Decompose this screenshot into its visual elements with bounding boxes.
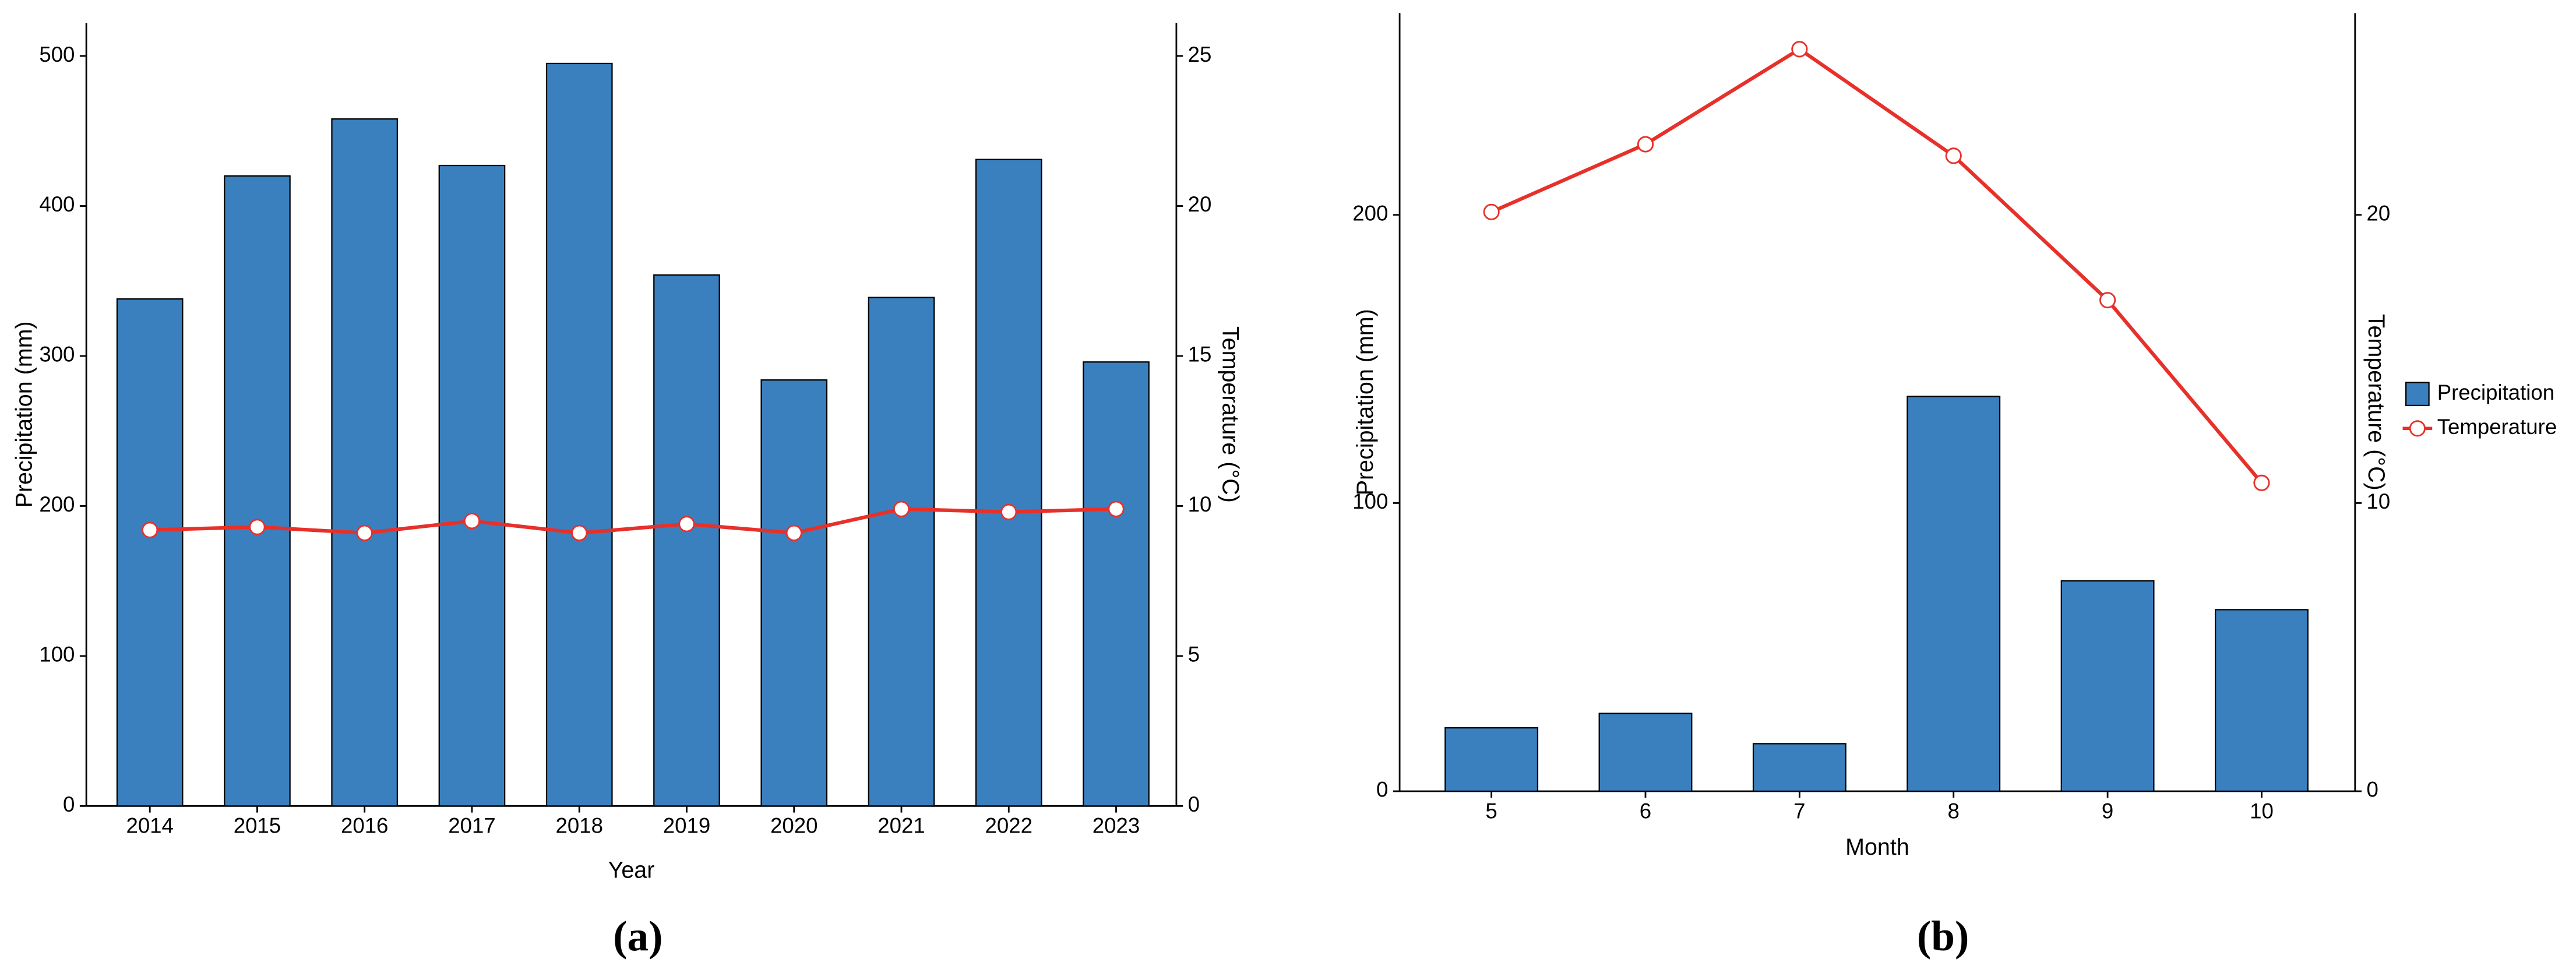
- y2-tick-label: 10: [1188, 492, 1212, 516]
- point: [1637, 136, 1654, 153]
- x-tick-label: 2015: [234, 814, 281, 838]
- x-tick-label: 2016: [341, 814, 388, 838]
- point: [571, 524, 588, 541]
- y2-tick-label: 0: [1188, 792, 1200, 816]
- bar: [2215, 609, 2309, 792]
- legend-label: Temperature: [2437, 415, 2557, 439]
- y-tick-label: 200: [1352, 201, 1388, 225]
- bar: [438, 164, 506, 807]
- point: [1791, 41, 1808, 58]
- point: [893, 500, 910, 517]
- point: [785, 524, 802, 541]
- x-tick-label: 9: [2102, 799, 2113, 823]
- bar: [2060, 580, 2155, 792]
- bar: [868, 297, 935, 807]
- x-tick-label: 2019: [663, 814, 710, 838]
- bar: [1444, 727, 1539, 792]
- y-tick-label: 0: [1376, 778, 1388, 802]
- x-tick-label: 8: [1948, 799, 1960, 823]
- y-axis-title: Precipitation (mm): [1352, 309, 1378, 495]
- panel-caption: (b): [1917, 912, 1969, 960]
- y2-tick-label: 5: [1188, 643, 1200, 667]
- y2-tick-label: 10: [2367, 489, 2391, 513]
- point: [2099, 292, 2116, 309]
- legend-label: Precipitation: [2437, 380, 2554, 404]
- bar: [653, 274, 720, 807]
- y2-axis-title: Temperature (°C): [1218, 326, 1243, 503]
- y2-tick-label: 15: [1188, 343, 1212, 366]
- line: [1490, 47, 2263, 484]
- y-tick-label: 500: [39, 43, 75, 66]
- x-tick-label: 5: [1485, 799, 1497, 823]
- bar: [545, 62, 613, 807]
- y-tick-label: 300: [39, 343, 75, 366]
- y2-tick-label: 0: [2367, 778, 2378, 802]
- x-tick-label: 2018: [555, 814, 602, 838]
- y-tick-label: 400: [39, 192, 75, 216]
- bar: [1598, 713, 1693, 792]
- x-tick-label: 2020: [770, 814, 817, 838]
- y-tick-label: 100: [1352, 489, 1388, 513]
- x-tick-label: 2017: [448, 814, 495, 838]
- point: [249, 519, 266, 535]
- x-tick-label: 2014: [126, 814, 173, 838]
- x-tick-label: 2022: [985, 814, 1032, 838]
- legend-swatch: [2405, 382, 2430, 407]
- y-axis-title: Precipitation (mm): [11, 321, 37, 507]
- point: [1945, 147, 1962, 164]
- bar: [1083, 361, 1150, 807]
- legend-swatch: [2409, 420, 2426, 437]
- y2-tick-label: 20: [2367, 201, 2391, 225]
- point: [142, 521, 158, 538]
- point: [2253, 474, 2270, 491]
- bar: [224, 175, 291, 807]
- point: [678, 516, 695, 533]
- point: [1108, 500, 1125, 517]
- x-tick-label: 2023: [1093, 814, 1140, 838]
- point: [356, 524, 373, 541]
- x-axis-title: Month: [1845, 834, 1909, 860]
- point: [1483, 203, 1500, 220]
- bar: [975, 158, 1042, 807]
- y-tick-label: 200: [39, 492, 75, 516]
- point: [463, 513, 481, 530]
- x-tick-label: 6: [1640, 799, 1651, 823]
- x-axis-title: Year: [608, 857, 655, 883]
- y2-axis-title: Temperature (°C): [2363, 314, 2389, 491]
- panel-caption: (a): [613, 912, 662, 960]
- bar: [1907, 396, 2001, 792]
- y-tick-label: 0: [63, 792, 75, 816]
- line: [150, 507, 1116, 535]
- bar: [1752, 743, 1846, 792]
- bar: [116, 298, 184, 807]
- y2-tick-label: 20: [1188, 192, 1212, 216]
- y-tick-label: 100: [39, 643, 75, 667]
- x-tick-label: 10: [2250, 799, 2274, 823]
- bar: [760, 379, 828, 807]
- x-tick-label: 2021: [878, 814, 925, 838]
- point: [1000, 503, 1017, 520]
- y2-tick-label: 25: [1188, 43, 1212, 66]
- x-tick-label: 7: [1793, 799, 1805, 823]
- bar: [331, 118, 399, 807]
